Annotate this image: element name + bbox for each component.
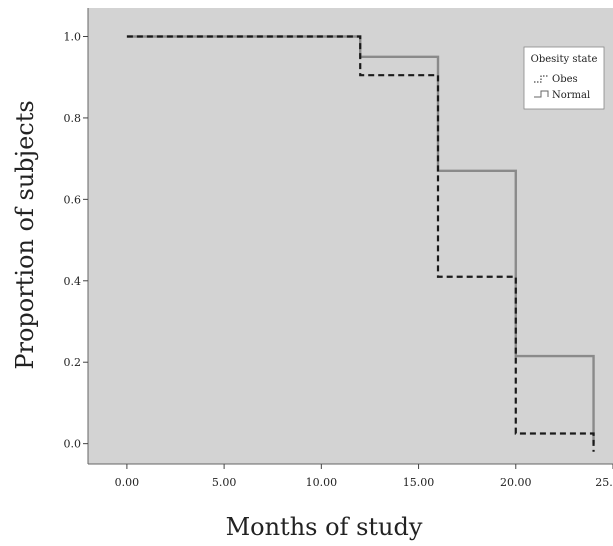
legend-normal-label: Normal	[552, 90, 590, 101]
legend-box	[523, 46, 605, 110]
x-tick-label: 15.00	[403, 476, 435, 489]
y-tick-label: 0.8	[64, 112, 82, 125]
y-tick-label: 0.4	[64, 275, 82, 288]
x-ticks: 0.00 5.00 10.00 15.00 20.00 25.00	[115, 464, 613, 489]
x-tick-label: 10.00	[306, 476, 338, 489]
y-tick-label: 0.6	[64, 193, 82, 206]
legend-obes-symbol	[534, 75, 548, 83]
x-tick-label: 20.00	[500, 476, 532, 489]
legend-title: Obesity state	[531, 54, 598, 65]
legend-obes-label: Obes	[552, 74, 578, 85]
x-tick-label: 5.00	[212, 476, 237, 489]
y-tick-label: 0.0	[64, 438, 82, 451]
y-axis-title: Proportion of subjects	[11, 100, 39, 369]
x-tick-label: 25.00	[595, 476, 613, 489]
legend-normal-symbol	[534, 90, 549, 98]
x-tick-label: 0.00	[115, 476, 140, 489]
series-line-obes	[126, 35, 595, 452]
series-lines	[126, 35, 595, 452]
legend: Obesity state Obes Normal	[523, 46, 605, 110]
y-ticks: 0.0 0.2 0.4 0.6 0.8 1.0	[64, 31, 88, 451]
x-axis-title: Months of study	[226, 513, 423, 541]
y-tick-label: 0.2	[64, 356, 82, 369]
y-tick-label: 1.0	[64, 31, 82, 44]
